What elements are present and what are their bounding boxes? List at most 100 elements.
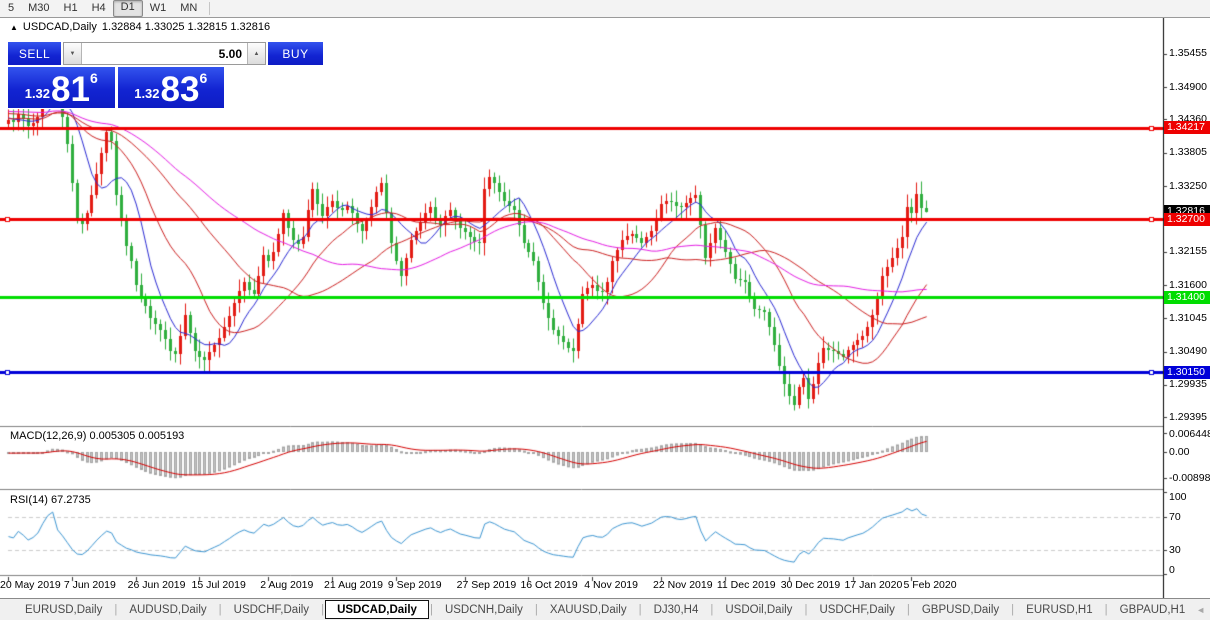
timeframe-toolbar: 5 M30 H1 H4 D1 W1 MN [0,0,1210,18]
date-axis-label: 15 Jul 2019 [191,579,246,591]
macd-axis-tick: -0.008982 [1169,471,1210,484]
volume-decrease-button[interactable]: ▼ [64,43,82,64]
rsi-indicator-label: RSI(14) 67.2735 [10,494,91,506]
date-axis-label: 30 Dec 2019 [780,579,841,591]
rsi-axis-tick: 70 [1169,510,1181,523]
date-axis-label: 17 Jan 2020 [844,579,903,591]
volume-increase-button[interactable]: ▲ [247,43,265,64]
price-axis-tick: 1.29935 [1169,378,1207,391]
tab-dj30-h4[interactable]: DJ30,H4 [653,603,699,616]
tab-separator: | [906,603,910,616]
tab-separator: | [1011,603,1015,616]
rsi-axis-tick: 30 [1169,543,1181,556]
price-axis-tick: 1.32155 [1169,245,1207,258]
price-axis-tick: 1.30490 [1169,345,1207,358]
chart-tab-bar: EURUSD,Daily | AUDUSD,Daily | USDCHF,Daily | U… [0,598,1210,620]
rsi-label-value: 67.2735 [50,494,91,506]
date-axis-label: 9 Sep 2019 [387,579,442,591]
price-axis-tick: 1.29395 [1169,410,1207,423]
chart-region: ▲ USDCAD,Daily 1.32884 1.33025 1.32815 1… [0,18,1210,598]
sell-price-sup: 6 [89,70,98,86]
date-axis-label: 27 Sep 2019 [456,579,517,591]
hline-price-label: 1.34217 [1164,121,1210,135]
rsi-axis-tick: 100 [1169,491,1187,503]
tab-xauusd-daily[interactable]: XAUUSD,Daily [549,603,627,616]
price-axis-tick: 1.33250 [1169,179,1207,192]
chart-title: ▲ USDCAD,Daily 1.32884 1.33025 1.32815 1… [10,21,270,33]
hline-price-label: 1.30150 [1164,365,1210,379]
hline-price-label: 1.32700 [1164,212,1210,226]
macd-label-values: 0.005305 0.005193 [89,430,185,442]
tab-usdcnh-daily[interactable]: USDCNH,Daily [444,603,523,616]
timeframe-button-w1[interactable]: W1 [149,2,167,14]
caret-up-icon: ▲ [253,50,260,57]
hline-price-label: 1.31400 [1164,290,1210,304]
volume-control: ▼ ▲ [63,42,266,65]
tab-usdoil-daily[interactable]: USDOil,Daily [725,603,793,616]
sell-price-button[interactable]: 1.32 81 6 [8,67,115,108]
date-axis-label: 5 Feb 2020 [903,579,957,591]
tab-separator: | [1104,603,1108,616]
buy-button[interactable]: BUY [268,42,323,65]
date-axis-label: 20 May 2019 [0,579,61,591]
macd-axis-tick: 0.006448 [1169,428,1210,440]
tab-gbpaud-h1[interactable]: GBPAUD,H1 [1119,603,1186,616]
tab-separator: | [804,603,808,616]
buy-price-small: 1.32 [134,86,160,101]
price-axis-tick: 1.33805 [1169,146,1207,159]
timeframe-button-m30[interactable]: M30 [28,2,50,14]
sell-button[interactable]: SELL [8,42,61,65]
chart-canvas[interactable] [0,18,1210,598]
tab-separator: | [638,603,642,616]
price-axis-tick: 1.35455 [1169,47,1207,60]
buy-price-big: 83 [160,70,200,110]
timeframe-button-d1[interactable]: D1 [112,0,143,17]
macd-label-name: MACD(12,26,9) [10,430,87,442]
date-axis-label: 16 Oct 2019 [520,579,578,591]
tab-usdchf-daily[interactable]: USDCHF,Daily [233,603,310,616]
caret-down-icon: ▼ [69,50,76,57]
buy-price-sup: 6 [199,70,208,86]
scroll-left-icon[interactable]: ◄ [1196,604,1206,615]
price-axis-tick: 1.31600 [1169,278,1207,291]
tab-scroll-arrows: ◄► [1196,605,1210,615]
date-axis-label: 11 Dec 2019 [716,579,776,591]
macd-axis-tick: 0.00 [1169,445,1190,458]
volume-input[interactable] [82,43,247,64]
date-axis-label: 21 Aug 2019 [324,579,384,591]
tab-usdcad-daily[interactable]: USDCAD,Daily [325,600,429,619]
chart-title-symbol: USDCAD,Daily [22,21,97,33]
sell-price-small: 1.32 [24,86,51,101]
rsi-axis-tick: 0 [1169,564,1175,576]
rsi-label-name: RSI(14) [10,494,48,506]
tab-usdchf-daily[interactable]: USDCHF,Daily [819,603,895,616]
timeframe-button-h1[interactable]: H1 [63,2,78,14]
timeframe-button-h4[interactable]: H4 [91,2,106,14]
tab-audusd-daily[interactable]: AUDUSD,Daily [129,603,207,616]
tab-separator: | [218,603,222,616]
chart-title-quotes: 1.32884 1.33025 1.32815 1.32816 [101,21,271,33]
buy-price-button[interactable]: 1.32 83 6 [117,67,224,110]
tab-eurusd-h1[interactable]: EURUSD,H1 [1026,603,1093,616]
price-axis-tick: 1.31045 [1169,311,1207,324]
collapse-toggle-icon[interactable]: ▲ [10,22,18,32]
date-axis-label: 4 Nov 2019 [584,579,638,591]
date-axis-label: 26 Jun 2019 [127,579,186,591]
tab-separator: | [321,603,325,616]
date-axis-label: 7 Jun 2019 [63,579,116,591]
sell-price-big: 81 [51,70,90,110]
date-axis-label: 2 Aug 2019 [260,579,314,591]
tab-separator: | [710,603,714,616]
timeframe-button-5[interactable]: 5 [8,2,15,14]
tab-gbpusd-daily[interactable]: GBPUSD,Daily [921,603,1000,616]
tab-separator: | [429,603,433,616]
tab-eurusd-daily[interactable]: EURUSD,Daily [25,603,103,616]
timeframe-button-mn[interactable]: MN [180,2,198,14]
tab-separator: | [534,603,538,616]
toolbar-separator [209,2,211,15]
one-click-trade-panel: SELL ▼ ▲ BUY 1.32 81 6 1.32 83 6 [7,41,323,110]
macd-indicator-label: MACD(12,26,9) 0.005305 0.005193 [10,430,184,442]
price-axis-tick: 1.34900 [1169,80,1207,93]
date-axis-label: 22 Nov 2019 [653,579,713,591]
tab-separator: | [114,603,118,616]
